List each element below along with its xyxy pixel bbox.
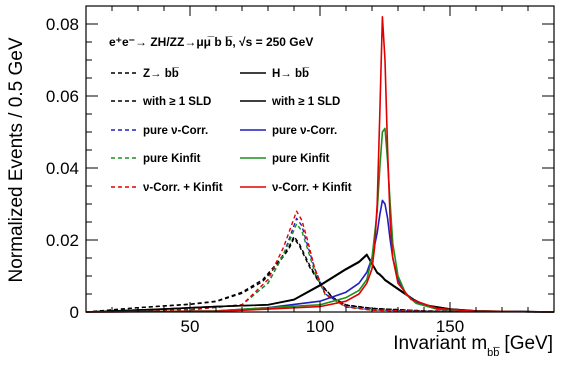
legend-label: H→ bb̅	[272, 68, 310, 80]
series-line-4	[85, 223, 555, 313]
legend: Z→ bb̅ with ≥ 1 SLD pure ν-Corr. pure Kinfi…	[111, 68, 352, 194]
x-axis-title-unit: [GeV]	[504, 333, 553, 354]
y-tick-label: 0.04	[46, 159, 79, 178]
series-line-2	[85, 237, 555, 313]
legend-label: with ≥ 1 SLD	[142, 96, 211, 108]
legend-label: Z→ bb̅	[143, 68, 180, 80]
chart-header: e⁺e⁻→ ZH/ZZ→μμ̅ b b̅, √s = 250 GeV	[109, 35, 313, 49]
y-tick-label: 0.08	[46, 15, 79, 34]
series-line-5	[85, 210, 555, 313]
y-tick-label: 0.02	[46, 231, 79, 250]
y-axis-title: Normalized Events / 0.5 GeV	[6, 37, 27, 282]
x-axis-title-main: Invariant m	[393, 333, 487, 354]
legend-label: ν-Corr. + Kinfit	[272, 182, 352, 194]
series-line-3	[85, 217, 555, 313]
legend-label: pure ν-Corr.	[272, 125, 337, 137]
x-axis-title: Invariant mbb̅ [GeV]	[393, 333, 553, 359]
legend-label: pure ν-Corr.	[143, 125, 208, 137]
x-axis-title-sub: bb̅	[487, 347, 500, 359]
x-tick-label: 150	[436, 317, 464, 336]
legend-label: pure Kinfit	[272, 153, 330, 165]
legend-label: ν-Corr. + Kinfit	[143, 182, 223, 194]
x-tick-label: 50	[181, 317, 200, 336]
ticks-layer: 50 100 150 0 0.02 0.04 0.06 0.08	[46, 6, 555, 336]
curves-layer	[85, 16, 555, 313]
series-line-10	[85, 16, 555, 313]
y-tick-label: 0	[70, 303, 79, 322]
y-tick-label: 0.06	[46, 87, 79, 106]
x-tick-label: 100	[306, 317, 334, 336]
legend-label: pure Kinfit	[143, 153, 201, 165]
legend-label: with ≥ 1 SLD	[271, 96, 340, 108]
